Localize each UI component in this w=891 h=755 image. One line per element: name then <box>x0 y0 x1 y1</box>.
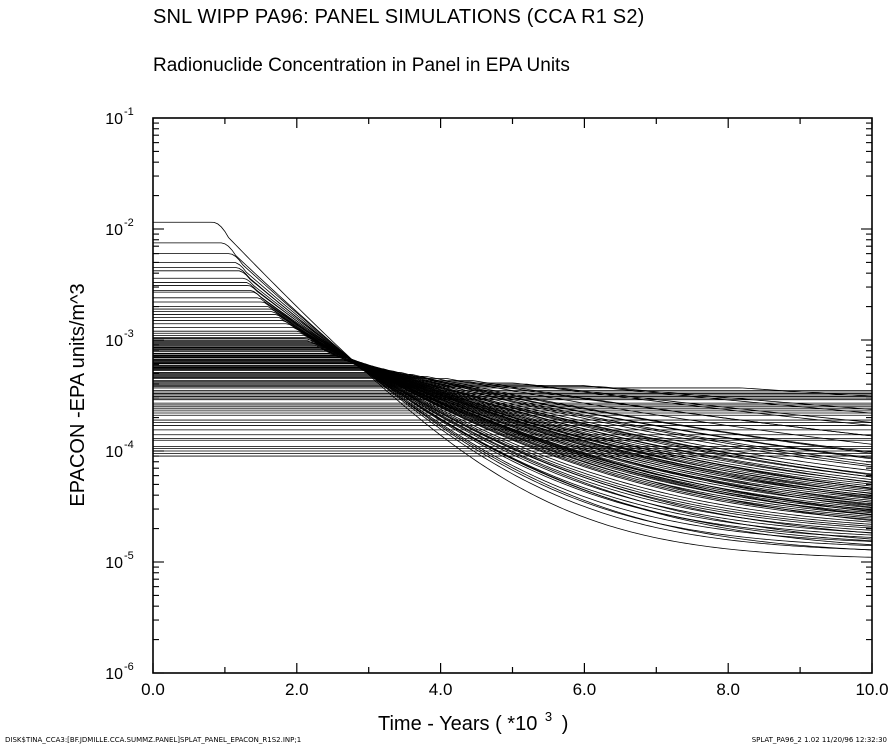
series-line <box>153 347 873 500</box>
series-line <box>153 376 873 453</box>
y-tick-label: 10 <box>105 666 123 683</box>
series-line <box>153 311 873 523</box>
x-axis-label-close: ) <box>562 713 569 735</box>
series-line <box>153 282 873 542</box>
x-tick-labels: 0.0 2.0 4.0 6.0 8.0 10.0 <box>141 680 888 699</box>
series-line <box>153 387 873 397</box>
series-lines <box>153 221 873 558</box>
series-line <box>153 301 873 527</box>
series-line <box>153 365 873 483</box>
axis-ticks <box>152 118 873 674</box>
chart-subtitle: Radionuclide Concentration in Panel in E… <box>153 55 570 76</box>
y-tick-label-exponent: -4 <box>124 439 134 451</box>
y-axis-label: EPACON -EPA units/m^3 <box>67 283 89 506</box>
series-line <box>153 359 873 495</box>
series-line <box>153 386 873 410</box>
series-line <box>153 289 873 546</box>
series-line <box>153 344 873 516</box>
y-tick-label: 10 <box>105 333 123 350</box>
series-line <box>153 354 873 492</box>
chart-title: SNL WIPP PA96: PANEL SIMULATIONS (CCA R1… <box>153 6 645 28</box>
series-line <box>153 221 873 558</box>
series-line <box>153 367 873 478</box>
series-line <box>153 267 873 551</box>
series-line <box>153 381 873 437</box>
x-tick-label: 0.0 <box>141 680 165 699</box>
series-line <box>153 356 873 491</box>
series-line <box>153 368 873 472</box>
series-line <box>153 382 873 426</box>
y-tick-labels: 10-110-210-310-410-510-6 <box>105 106 134 683</box>
series-line <box>153 308 873 540</box>
y-tick-label: 10 <box>105 444 123 461</box>
series-line <box>153 339 873 507</box>
y-tick-label-exponent: -2 <box>124 217 134 229</box>
series-line <box>153 361 873 483</box>
series-line <box>153 348 873 506</box>
y-tick-label: 10 <box>105 222 123 239</box>
y-tick-label-exponent: -6 <box>124 661 134 673</box>
x-tick-label: 2.0 <box>285 680 309 699</box>
x-tick-label: 6.0 <box>573 680 597 699</box>
series-line <box>153 242 873 551</box>
series-line <box>153 373 873 466</box>
series-line <box>153 374 873 460</box>
y-tick-label-exponent: -1 <box>124 106 134 118</box>
series-line <box>153 320 873 519</box>
series-line <box>153 369 873 476</box>
series-line <box>153 384 873 414</box>
series-line <box>153 363 873 481</box>
x-tick-label: 10.0 <box>855 680 888 699</box>
series-line <box>153 349 873 498</box>
y-tick-label-exponent: -5 <box>124 550 134 562</box>
y-tick-label: 10 <box>105 555 123 572</box>
series-line <box>153 338 873 515</box>
series-line <box>153 323 873 517</box>
series-line <box>153 337 873 509</box>
series-line <box>153 262 873 542</box>
series-line <box>153 361 873 489</box>
footer-version-stamp: SPLAT_PA96_2 1.02 11/20/96 12:32:30 <box>751 736 887 744</box>
series-line <box>153 370 873 468</box>
x-axis-label-text: Time - Years ( *10 <box>378 713 537 735</box>
y-tick-label: 10 <box>105 111 123 128</box>
footer-file-path: DISK$TINA_CCA3:[BF.JDMILLE.CCA.SUMMZ.PAN… <box>5 736 302 744</box>
series-line <box>153 350 873 496</box>
x-tick-label: 8.0 <box>716 680 740 699</box>
series-line <box>153 253 873 547</box>
series-line <box>153 342 873 511</box>
series-line <box>153 383 873 423</box>
x-axis-label-exponent: 3 <box>545 709 552 724</box>
x-axis-label: Time - Years ( *10 3 ) <box>378 704 568 735</box>
series-line <box>153 377 873 454</box>
series-line <box>153 355 873 497</box>
y-tick-label-exponent: -3 <box>124 328 134 340</box>
series-line <box>153 341 873 505</box>
x-tick-label: 4.0 <box>429 680 453 699</box>
series-line <box>153 340 873 522</box>
series-line <box>153 326 873 516</box>
series-line <box>153 365 873 478</box>
series-line <box>153 356 873 499</box>
series-line <box>153 335 873 510</box>
series-line <box>153 373 873 459</box>
series-line <box>153 345 873 501</box>
